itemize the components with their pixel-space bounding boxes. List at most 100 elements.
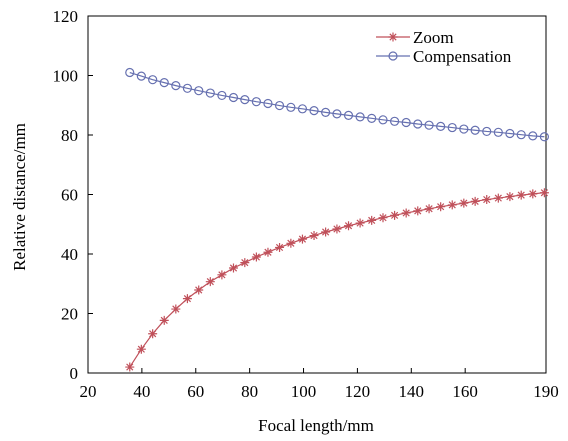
compensation-point	[516, 130, 526, 140]
legend-item-zoom: Zoom	[376, 28, 454, 47]
zoom-point	[344, 221, 354, 231]
compensation-point	[217, 90, 227, 101]
compensation-point	[470, 125, 480, 135]
compensation-point	[459, 124, 469, 134]
zoom-point	[182, 294, 192, 304]
x-tick-label: 100	[291, 382, 317, 401]
zoom-point	[205, 277, 215, 287]
zoom-point	[401, 208, 411, 218]
zoom-point	[194, 285, 204, 295]
compensation-point	[447, 122, 457, 133]
y-tick-label: 120	[53, 7, 79, 26]
x-tick-label: 60	[187, 382, 204, 401]
compensation-series	[125, 67, 549, 142]
zoom-point	[378, 213, 388, 223]
zoom-point	[505, 192, 515, 202]
compensation-point	[159, 78, 169, 88]
compensation-point	[321, 107, 331, 117]
y-tick-label: 60	[61, 186, 78, 205]
x-tick-label: 40	[133, 382, 150, 401]
compensation-point	[343, 110, 354, 120]
compensation-line	[129, 71, 545, 138]
legend-marker-zoom	[388, 32, 398, 42]
zoom-point	[482, 195, 492, 205]
compensation-point	[436, 121, 446, 131]
zoom-point	[516, 190, 526, 200]
compensation-point	[228, 92, 239, 103]
compensation-point	[528, 131, 538, 141]
zoom-series	[125, 188, 549, 372]
zoom-point	[159, 315, 169, 325]
compensation-point	[148, 75, 158, 85]
zoom-point	[436, 202, 446, 212]
compensation-point	[182, 83, 193, 93]
zoom-point	[309, 231, 319, 241]
compensation-point	[263, 98, 273, 109]
x-tick-label: 190	[533, 382, 559, 401]
zoom-point	[539, 188, 549, 198]
compensation-point	[136, 71, 146, 81]
zoom-point	[424, 204, 434, 214]
y-tick-label: 20	[61, 305, 78, 324]
compensation-point	[251, 97, 261, 107]
zoom-line	[129, 192, 545, 368]
y-tick-label: 0	[70, 364, 79, 383]
compensation-point	[539, 132, 549, 142]
compensation-point	[505, 128, 515, 139]
compensation-point	[286, 102, 296, 112]
compensation-point	[378, 115, 388, 125]
compensation-point	[355, 112, 365, 122]
zoom-point	[297, 234, 307, 244]
legend-label-zoom: Zoom	[413, 28, 454, 47]
legend-item-compensation: Compensation	[376, 47, 512, 66]
zoom-point	[275, 242, 285, 252]
zoom-point	[470, 196, 480, 206]
compensation-point	[125, 67, 135, 78]
x-tick-label: 120	[345, 382, 371, 401]
zoom-point	[263, 247, 273, 257]
compensation-point	[171, 81, 181, 91]
plot-frame	[87, 15, 547, 374]
compensation-point	[205, 88, 215, 98]
zoom-point	[493, 193, 503, 203]
zoom-point	[459, 198, 469, 208]
zoom-point	[148, 329, 158, 339]
zoom-point	[171, 304, 181, 314]
compensation-point	[274, 100, 285, 111]
x-tick-label: 160	[452, 382, 478, 401]
legend-marker-compensation	[388, 51, 398, 61]
zoom-point	[355, 218, 365, 228]
zoom-point	[228, 263, 238, 273]
zoom-point	[321, 227, 331, 237]
compensation-point	[240, 94, 250, 105]
compensation-point	[332, 109, 342, 119]
zoom-point	[286, 238, 296, 248]
compensation-point	[482, 126, 492, 137]
x-tick-label: 80	[241, 382, 258, 401]
compensation-point	[297, 104, 308, 114]
compensation-point	[401, 117, 411, 128]
compensation-point	[493, 127, 503, 137]
zoom-point	[367, 215, 377, 225]
zoom-point	[390, 210, 400, 220]
zoom-point	[125, 362, 135, 372]
zoom-point	[251, 252, 261, 262]
y-tick-label: 40	[61, 245, 78, 264]
y-axis-title: Relative distance/mm	[10, 123, 29, 271]
compensation-point	[389, 116, 400, 126]
compensation-point	[367, 113, 377, 123]
compensation-point	[194, 86, 204, 96]
x-tick-label: 140	[399, 382, 425, 401]
zoom-point	[217, 270, 227, 280]
x-axis-title: Focal length/mm	[258, 416, 374, 435]
y-tick-label: 100	[53, 67, 79, 86]
zoom-point	[447, 200, 457, 210]
compensation-point	[424, 120, 434, 130]
zoom-point	[528, 189, 538, 199]
legend-label-compensation: Compensation	[413, 47, 512, 66]
zoom-point	[240, 258, 250, 268]
zoom-point	[413, 206, 423, 216]
x-tick-label: 20	[80, 382, 97, 401]
